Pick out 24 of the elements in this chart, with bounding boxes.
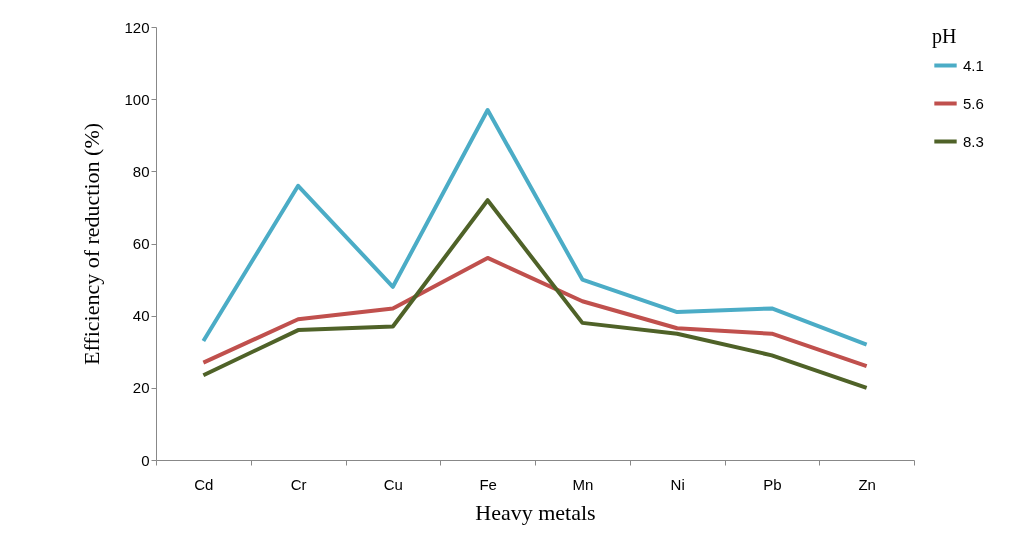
legend-label: 8.3 (963, 132, 984, 150)
line-series (201, 198, 869, 390)
line-series (201, 107, 869, 347)
x-axis-title: Heavy metals (475, 499, 596, 525)
y-tick-label: 120 (124, 18, 150, 36)
line-series (201, 255, 869, 369)
x-tick-label: Cr (290, 475, 307, 493)
x-tick-label: Cd (194, 475, 214, 493)
x-tick-label: Zn (858, 475, 876, 493)
x-tick-label: Ni (670, 475, 685, 493)
x-tick-label: Pb (763, 475, 782, 493)
y-axis-title: Efficiency of reduction (%) (79, 122, 105, 366)
y-tick-label: 100 (124, 90, 150, 108)
x-tick-label: Mn (572, 475, 594, 493)
y-tick-label: 0 (141, 451, 150, 469)
x-tick-label: Fe (479, 475, 497, 493)
y-tick-label: 20 (132, 379, 150, 397)
y-tick-label: 60 (132, 235, 150, 252)
x-tick-label: Cu (383, 475, 403, 493)
y-tick-label: 80 (132, 162, 150, 180)
y-tick-label: 40 (132, 307, 150, 325)
legend-title: pH (932, 25, 957, 48)
legend-label: 5.6 (963, 94, 984, 112)
legend-label: 4.1 (963, 56, 984, 74)
